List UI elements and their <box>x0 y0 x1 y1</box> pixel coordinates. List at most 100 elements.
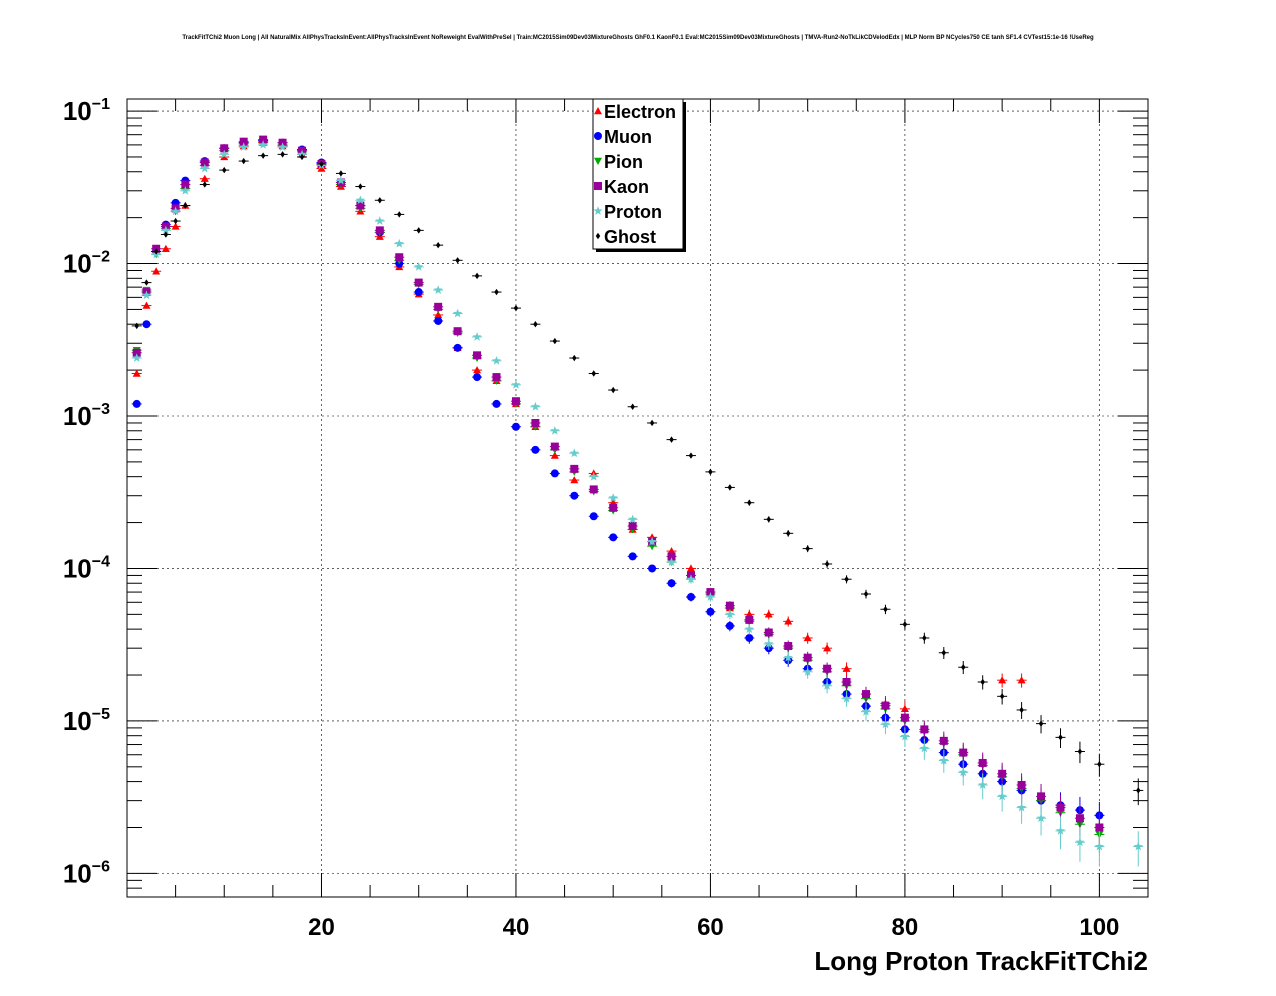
data-point <box>1017 780 1026 789</box>
legend-label: Proton <box>604 202 662 222</box>
data-point <box>132 369 141 377</box>
legend-label: Pion <box>604 152 643 172</box>
data-point <box>453 327 462 336</box>
data-point <box>842 678 851 687</box>
data-point <box>239 137 248 146</box>
y-tick-label: 10−3 <box>63 401 110 431</box>
data-point <box>591 370 596 377</box>
data-point <box>219 149 229 159</box>
data-point <box>258 140 268 149</box>
data-point <box>784 642 793 651</box>
legend-label: Muon <box>604 127 652 147</box>
data-point <box>628 552 637 561</box>
legend-label: Kaon <box>604 177 649 197</box>
data-point <box>783 652 793 662</box>
data-point <box>628 514 638 524</box>
x-tick-label: 40 <box>503 914 530 941</box>
data-point <box>319 160 324 168</box>
data-point <box>686 574 696 584</box>
data-point <box>745 633 754 642</box>
data-point <box>473 366 482 374</box>
data-point <box>259 135 268 144</box>
data-point <box>414 288 423 297</box>
data-point <box>531 445 540 454</box>
data-point <box>435 241 441 249</box>
series-electron <box>131 138 1027 718</box>
y-tick-label: 10−1 <box>63 96 110 126</box>
data-point <box>220 152 229 161</box>
data-point <box>202 181 208 188</box>
data-point <box>686 564 695 572</box>
data-point <box>648 564 657 573</box>
data-point <box>220 144 229 153</box>
data-point <box>803 667 813 676</box>
y-tick-label: 10−5 <box>63 706 110 736</box>
legend-marker <box>594 132 602 140</box>
x-axis-title: Long Proton TrackFitTChi2 <box>814 946 1148 976</box>
data-point <box>961 664 966 671</box>
data-point <box>473 373 482 382</box>
data-point <box>920 725 929 734</box>
data-point <box>649 419 655 427</box>
data-point <box>589 512 598 521</box>
data-points <box>131 135 1144 867</box>
data-point <box>824 560 830 568</box>
data-point <box>492 399 501 408</box>
data-point <box>589 471 599 481</box>
data-point <box>630 403 635 410</box>
data-point <box>239 142 249 151</box>
data-point <box>377 197 383 204</box>
data-point <box>959 748 968 757</box>
data-point <box>1077 748 1083 755</box>
data-point <box>355 195 365 205</box>
legend-marker <box>594 182 602 190</box>
data-point <box>416 227 421 234</box>
data-point <box>667 579 676 588</box>
data-point <box>491 356 502 365</box>
data-point <box>1058 734 1063 741</box>
data-point <box>647 536 657 546</box>
data-point <box>278 142 288 151</box>
data-point <box>863 590 869 598</box>
data-point <box>978 780 988 789</box>
data-point <box>1017 676 1026 684</box>
data-point <box>530 401 540 411</box>
data-point <box>511 422 520 431</box>
data-point <box>939 736 948 745</box>
data-point <box>171 222 180 230</box>
y-tick-label: 10−4 <box>63 553 110 583</box>
data-point <box>394 238 404 248</box>
data-point <box>200 163 210 173</box>
data-point <box>173 217 178 225</box>
data-point <box>414 278 423 287</box>
data-point <box>171 206 181 216</box>
data-point <box>1019 706 1024 714</box>
data-point <box>513 304 519 312</box>
data-point <box>686 592 695 601</box>
data-point <box>980 678 985 686</box>
legend-label: Electron <box>604 102 676 122</box>
data-point <box>785 530 791 537</box>
data-point <box>570 464 579 473</box>
data-point <box>941 649 947 656</box>
data-point <box>1038 720 1044 727</box>
data-point <box>494 288 499 296</box>
data-point <box>221 166 227 174</box>
data-point <box>473 351 482 360</box>
data-point <box>132 348 141 357</box>
data-point <box>141 290 151 300</box>
data-point <box>397 211 402 218</box>
data-point <box>823 644 832 652</box>
y-tick-label: 10−6 <box>63 858 110 888</box>
data-point <box>609 533 618 542</box>
data-point <box>280 151 285 158</box>
data-point <box>764 639 774 648</box>
data-point <box>356 201 365 210</box>
data-point <box>744 624 754 633</box>
data-point <box>725 621 734 630</box>
legend-marker <box>594 107 602 115</box>
x-tick-label: 80 <box>892 914 919 941</box>
legend-marker <box>593 206 603 215</box>
data-point <box>531 418 540 427</box>
